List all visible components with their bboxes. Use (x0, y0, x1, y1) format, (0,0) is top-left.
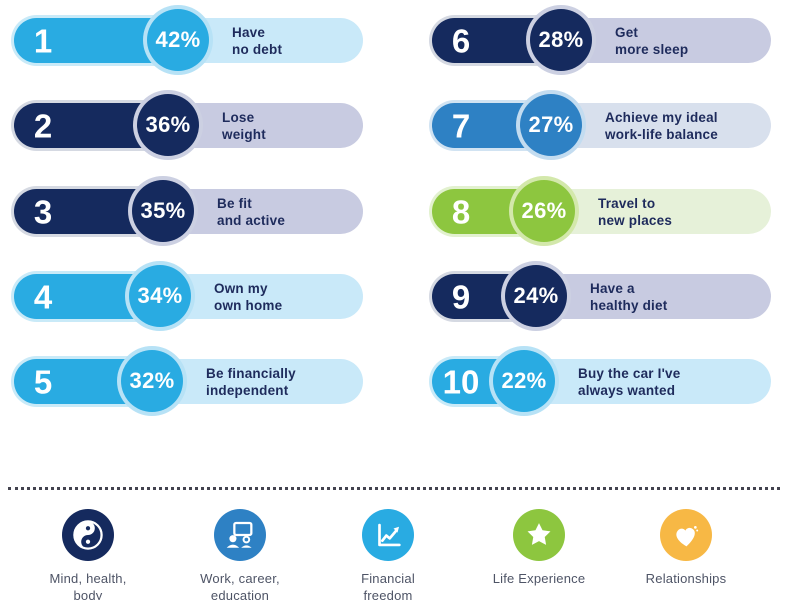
heart-icon (660, 509, 712, 561)
percent-circle: 28% (530, 9, 592, 71)
ranking-row-5: 5 32% Be financially independent (14, 350, 363, 412)
percent-circle: 24% (505, 265, 567, 327)
percent-value: 27% (528, 112, 574, 137)
percent-circle: 34% (129, 265, 191, 327)
legend-label: Life Experience (492, 571, 586, 586)
rank-number: 9 (451, 278, 471, 315)
rank-number: 7 (451, 107, 471, 144)
legend-item-relationships: Relationships (621, 509, 751, 587)
percent-circle: 35% (132, 180, 194, 242)
legend-item-financial-freedom: Financial freedom (323, 509, 453, 600)
rank-number: 5 (33, 363, 53, 400)
percent-value: 26% (521, 198, 567, 223)
goal-label: Get more sleep (615, 24, 689, 57)
percent-circle: 22% (493, 350, 555, 412)
percent-value: 34% (137, 283, 183, 308)
goal-label: Own my own home (214, 280, 283, 313)
legend-item-mind-health-body: Mind, health, body (23, 509, 153, 600)
percent-value: 28% (538, 27, 584, 52)
star-icon (513, 509, 565, 561)
goal-label: Lose weight (222, 109, 266, 142)
rank-number: 8 (451, 193, 471, 230)
rank-number: 6 (451, 22, 471, 59)
legend-item-work-career-education: Work, career, education (175, 509, 305, 600)
rank-number: 1 (33, 22, 53, 59)
percent-value: 36% (145, 112, 191, 137)
legend-label: Relationships (645, 571, 727, 586)
rank-number: 2 (33, 107, 53, 144)
computer-people-icon (214, 509, 266, 561)
ranking-row-3: 3 35% Be fit and active (14, 180, 363, 242)
legend-item-life-experience: Life Experience (474, 509, 604, 587)
goal-label: Achieve my ideal work-life balance (605, 109, 718, 142)
dotted-divider (8, 487, 780, 490)
growth-chart-icon (362, 509, 414, 561)
percent-circle: 36% (137, 94, 199, 156)
ranking-row-7: 7 27% Achieve my ideal work-life balance (432, 94, 771, 156)
rank-number: 4 (33, 278, 53, 315)
percent-value: 32% (129, 368, 175, 393)
goal-label: Be fit and active (217, 195, 286, 228)
percent-value: 42% (155, 27, 201, 52)
goal-label: Travel to new places (598, 195, 673, 228)
percent-circle: 42% (147, 9, 209, 71)
percent-circle: 32% (121, 350, 183, 412)
rank-number: 10 (442, 363, 480, 400)
ranking-row-4: 4 34% Own my own home (14, 265, 363, 327)
rank-number: 3 (33, 193, 53, 230)
legend-label: Financial freedom (361, 571, 415, 600)
ranking-row-2: 2 36% Lose weight (14, 94, 363, 156)
yin-yang-icon (62, 509, 114, 561)
goal-label: Be financially independent (206, 365, 296, 398)
ranking-row-8: 8 26% Travel to new places (432, 180, 771, 242)
goal-label: Have no debt (232, 24, 283, 57)
percent-circle: 27% (520, 94, 582, 156)
ranking-row-6: 6 28% Get more sleep (432, 9, 771, 71)
legend-label: Work, career, education (200, 571, 280, 600)
goal-label: Have a healthy diet (590, 280, 668, 313)
percent-value: 35% (140, 198, 186, 223)
ranking-row-9: 9 24% Have a healthy diet (432, 265, 771, 327)
goal-label: Buy the car I've always wanted (578, 365, 681, 398)
ranking-row-10: 10 22% Buy the car I've always wanted (432, 350, 771, 412)
ranking-row-1: 1 42% Have no debt (14, 9, 363, 71)
legend-label: Mind, health, body (49, 571, 127, 600)
percent-value: 22% (501, 368, 547, 393)
percent-value: 24% (513, 283, 559, 308)
percent-circle: 26% (513, 180, 575, 242)
